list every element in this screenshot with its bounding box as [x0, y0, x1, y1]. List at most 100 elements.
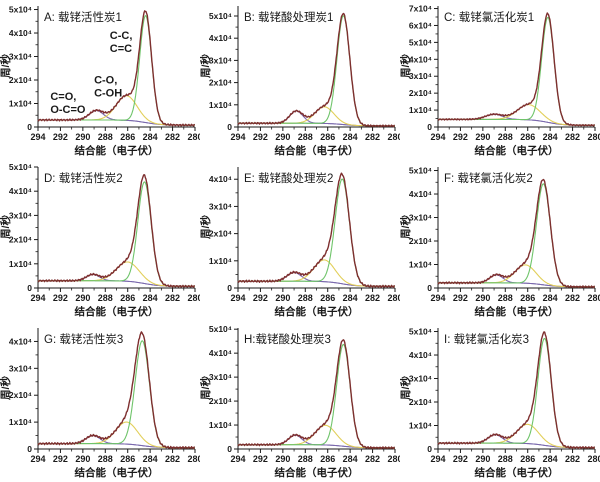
x-axis-label: 结合能（电子伏） — [75, 144, 159, 157]
annotation-line: C=O, — [50, 91, 76, 103]
panel-title: D: 载铑活性炭2 — [44, 171, 123, 185]
y-tick-label: 0 — [27, 122, 32, 132]
x-tick-label: 288 — [498, 293, 513, 303]
y-tick-label: 4x10⁴ — [409, 350, 432, 360]
x-tick-label: 280 — [187, 454, 200, 464]
y-tick-label: 2x10⁴ — [9, 235, 32, 245]
spectrum-plot: 294 292 290 288 286 284 282 280 0 1x10⁴ 2x10⁴ 3x10⁴… — [400, 166, 600, 318]
x-tick-label: 286 — [520, 293, 535, 303]
x-tick-label: 292 — [253, 132, 268, 142]
x-tick-label: 292 — [253, 293, 268, 303]
y-tick-label: 1x10⁴ — [409, 260, 432, 270]
xps-panel: 294 292 290 288 286 284 282 280 0 1x10⁴ 2x10⁴ 3x10⁴… — [200, 161, 400, 322]
peak-cc-curve — [38, 340, 195, 449]
xps-panel: 294 292 290 288 286 284 282 280 0 1x10⁴ 2x10⁴ 3x10⁴… — [0, 161, 200, 322]
envelope-curve — [37, 174, 195, 288]
y-tick-label: 0 — [227, 444, 232, 454]
panel-title: G: 载铑活性炭3 — [44, 332, 123, 346]
x-axis-label: 结合能（电子伏） — [75, 466, 159, 479]
x-tick-label: 280 — [187, 293, 200, 303]
x-tick-label: 290 — [475, 293, 490, 303]
y-axis-label: 周/秒 — [200, 376, 212, 400]
y-tick-label: 0 — [27, 444, 32, 454]
x-axis-label: 结合能（电子伏） — [475, 144, 559, 157]
x-tick-label: 286 — [520, 132, 535, 142]
x-tick-label: 284 — [343, 454, 358, 464]
panel-title: B: 载铑酸处理炭1 — [244, 10, 333, 24]
y-tick-label: 1x10⁴ — [9, 99, 32, 109]
y-tick-label: 1x10⁴ — [9, 417, 32, 427]
xps-panel: 294 292 290 288 286 284 282 280 0 1x10⁴ 2x10⁴ 3x10⁴… — [0, 322, 200, 482]
y-tick-label: 4x10⁴ — [9, 28, 32, 38]
y-tick-label: 0 — [427, 444, 432, 454]
x-tick-label: 286 — [520, 454, 535, 464]
x-axis-label: 结合能（电子伏） — [475, 305, 559, 318]
y-tick-label: 0 — [427, 283, 432, 293]
y-tick-label: 5x10⁴ — [209, 11, 232, 21]
peak-cc-curve — [238, 15, 395, 127]
y-tick-label: 3x10⁴ — [209, 372, 232, 382]
peak-oco-curve — [38, 435, 195, 449]
x-tick-label: 290 — [275, 293, 290, 303]
x-tick-label: 282 — [365, 132, 380, 142]
x-tick-label: 292 — [53, 293, 68, 303]
peak-oco-curve — [238, 271, 395, 287]
x-tick-label: 280 — [387, 454, 400, 464]
y-axis-label: 周/秒 — [200, 215, 212, 239]
annotation-line: C-OH — [94, 88, 122, 100]
x-tick-label: 292 — [253, 454, 268, 464]
x-tick-label: 288 — [98, 132, 113, 142]
y-tick-label: 3x10⁴ — [9, 52, 32, 62]
x-tick-label: 290 — [75, 293, 90, 303]
x-tick-label: 294 — [30, 293, 45, 303]
xps-panel: 294 292 290 288 286 284 282 280 0 1x10⁴ 2x10⁴ 3x10⁴… — [200, 322, 400, 482]
peak-assignment-annotation: C-C, C=C — [110, 30, 133, 55]
x-tick-label: 294 — [430, 454, 445, 464]
x-tick-label: 292 — [53, 132, 68, 142]
peak-assignment-annotation: C-O, C-OH — [94, 75, 122, 100]
x-tick-label: 294 — [430, 293, 445, 303]
y-tick-label: 1x10⁴ — [409, 105, 432, 115]
y-tick-label: 4x10⁴ — [209, 348, 232, 358]
y-tick-label: 1x10⁴ — [209, 256, 232, 266]
x-tick-label: 292 — [453, 293, 468, 303]
peak-oco-curve — [438, 274, 595, 288]
y-tick-label: 2x10⁴ — [409, 88, 432, 98]
x-tick-label: 284 — [343, 132, 358, 142]
panel-title: H:载铑酸处理炭3 — [244, 332, 331, 346]
y-tick-label: 2x10⁴ — [209, 396, 232, 406]
y-tick-label: 4x10⁴ — [409, 54, 432, 64]
envelope-curve — [237, 339, 395, 450]
y-axis-label: 周/秒 — [400, 215, 412, 239]
peak-co-curve — [438, 423, 595, 449]
annotation-line: C-O, — [94, 75, 117, 87]
x-tick-label: 294 — [30, 454, 45, 464]
y-tick-label: 5x10⁴ — [409, 166, 432, 176]
y-tick-label: 3x10⁴ — [409, 71, 432, 81]
x-tick-label: 280 — [587, 132, 600, 142]
spectrum-plot: 294 292 290 288 286 284 282 280 0 1x10⁴ 2x10⁴ 3x10⁴… — [0, 328, 200, 479]
y-tick-label: 4x10⁴ — [209, 33, 232, 43]
x-tick-label: 294 — [430, 132, 445, 142]
y-axis-label: 周/秒 — [200, 54, 212, 78]
y-tick-label: 7x10⁴ — [409, 4, 432, 14]
y-axis-label: 周/秒 — [0, 215, 12, 239]
spectrum-plot: 294 292 290 288 286 284 282 280 0 1x10⁴ 2x10⁴ 3x10⁴… — [400, 327, 600, 479]
x-tick-label: 288 — [98, 454, 113, 464]
x-tick-label: 284 — [143, 132, 158, 142]
x-tick-label: 282 — [565, 293, 580, 303]
x-tick-label: 288 — [498, 132, 513, 142]
x-tick-label: 294 — [30, 132, 45, 142]
x-tick-label: 286 — [320, 132, 335, 142]
x-tick-label: 284 — [143, 293, 158, 303]
x-tick-label: 280 — [587, 293, 600, 303]
x-tick-label: 290 — [75, 454, 90, 464]
panel-title: A: 载铑活性炭1 — [44, 10, 122, 24]
x-tick-label: 290 — [275, 454, 290, 464]
y-tick-label: 3x10⁴ — [9, 210, 32, 220]
y-tick-label: 6x10⁴ — [409, 20, 432, 30]
spectrum-plot: 294 292 290 288 286 284 282 280 0 1x10⁴ 2x10⁴ 3x10⁴… — [400, 4, 600, 157]
x-axis-label: 结合能（电子伏） — [75, 305, 159, 318]
x-tick-label: 284 — [143, 454, 158, 464]
y-axis-label: 周/秒 — [400, 376, 412, 400]
